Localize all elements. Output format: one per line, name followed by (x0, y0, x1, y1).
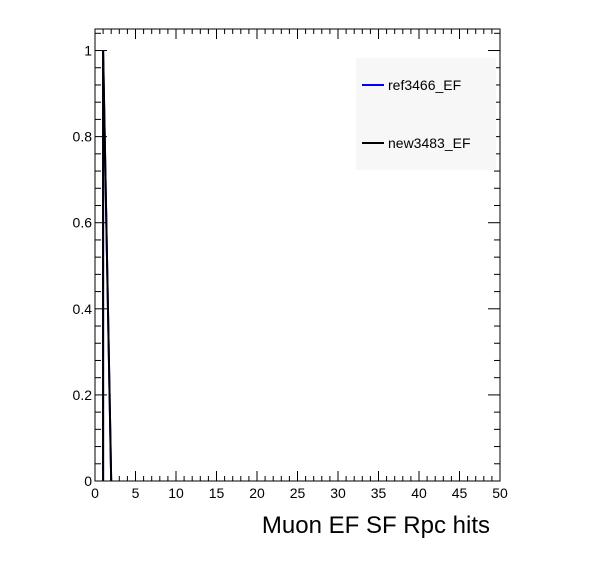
x-tick-label: 20 (249, 485, 265, 501)
legend-label-ref: ref3466_EF (388, 77, 461, 93)
x-tick-label: 45 (452, 485, 468, 501)
axes-layer: 0 5 10 15 20 25 30 35 40 45 50 0 0.2 0.4 0.6 0.8 1 (73, 29, 508, 501)
y-tick-label: 1 (84, 43, 92, 59)
x-tick-label: 15 (209, 485, 225, 501)
x-tick-label: 40 (411, 485, 427, 501)
y-tick-label: 0.6 (73, 215, 93, 231)
legend-label-new: new3483_EF (388, 135, 471, 151)
y-tick-label: 0.2 (73, 387, 93, 403)
legend: ref3466_EF new3483_EF (356, 58, 496, 170)
x-tick-label: 50 (492, 485, 508, 501)
series-layer (102, 50, 113, 482)
x-tick-label: 35 (371, 485, 387, 501)
x-tick-label: 30 (330, 485, 346, 501)
y-tick-label: 0.4 (73, 301, 93, 317)
x-tick-label: 25 (290, 485, 306, 501)
y-tick-label: 0.8 (73, 129, 93, 145)
series-line-new (102, 50, 113, 482)
x-tick-label: 0 (91, 485, 99, 501)
x-axis-title: Muon EF SF Rpc hits (262, 512, 490, 539)
y-tick-label: 0 (84, 473, 92, 489)
x-tick-label: 10 (168, 485, 184, 501)
x-tick-label: 5 (132, 485, 140, 501)
legend-box (356, 58, 496, 170)
